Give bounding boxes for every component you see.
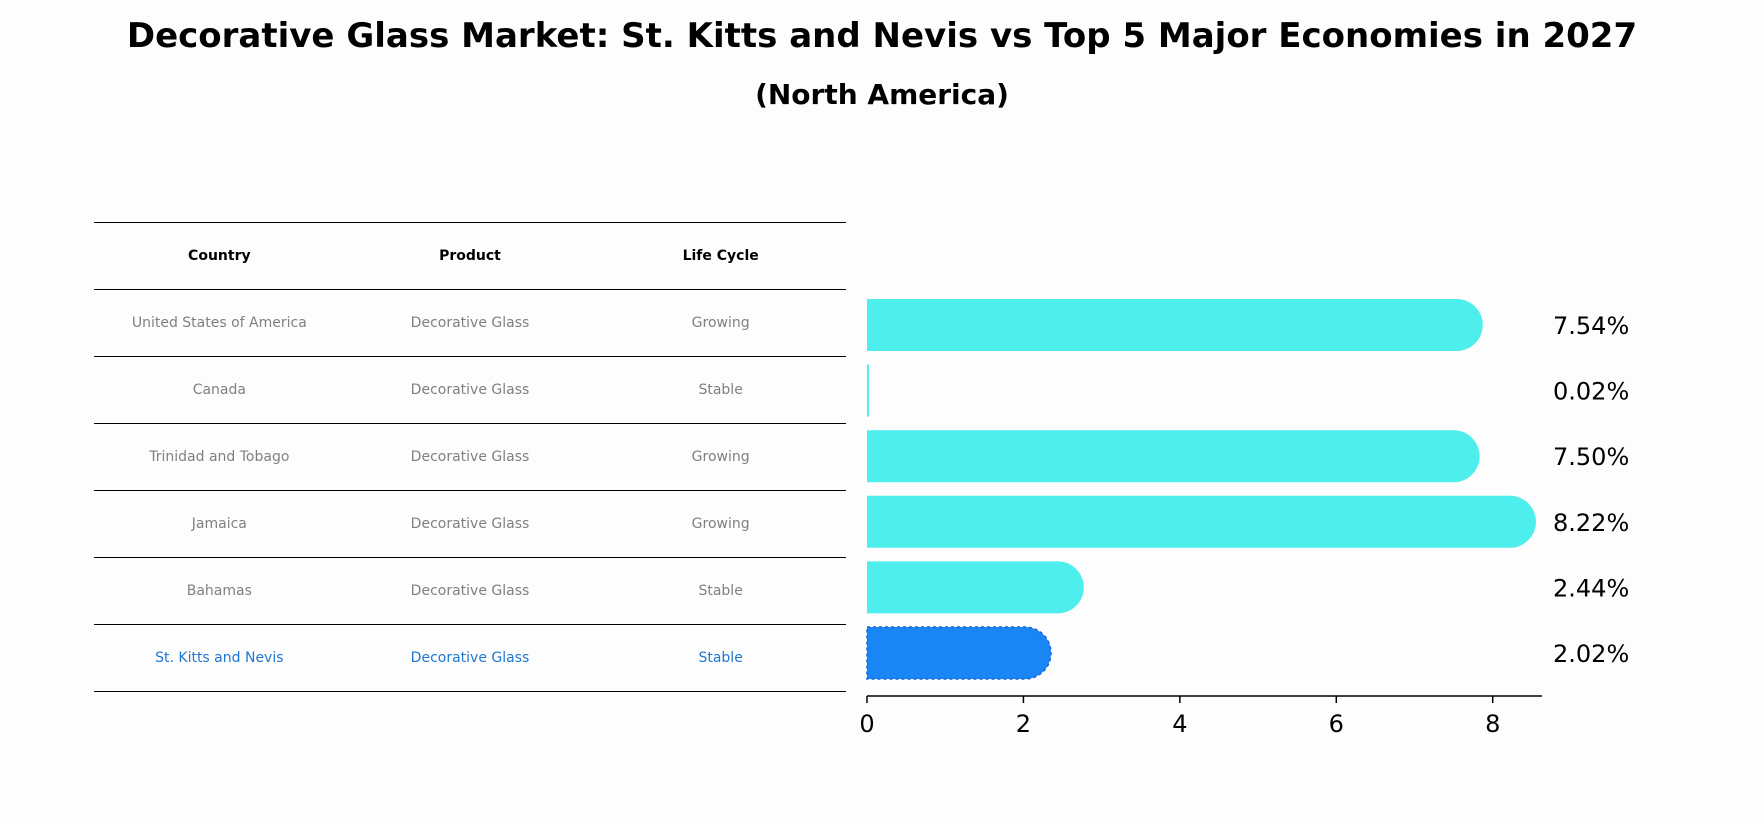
- cell-life-cycle: Stable: [595, 356, 846, 424]
- chart-title: Decorative Glass Market: St. Kitts and N…: [126, 16, 1638, 56]
- cell-country: Trinidad and Tobago: [94, 423, 345, 491]
- table-row-highlighted: St. Kitts and Nevis Decorative Glass Sta…: [94, 624, 846, 692]
- cell-life-cycle: Growing: [595, 423, 846, 491]
- bar-st-kitts-and-nevis: [866, 626, 1052, 680]
- cell-country: Canada: [94, 356, 345, 424]
- data-table: Country Product Life Cycle United States…: [94, 222, 846, 692]
- bar-value-label: 2.44%: [1553, 574, 1629, 602]
- table-header-row: Country Product Life Cycle: [94, 222, 846, 290]
- header-life-cycle: Life Cycle: [595, 222, 846, 290]
- bar-bahamas: [867, 561, 1084, 614]
- bar-value-label: 7.54%: [1553, 312, 1629, 340]
- cell-country: Jamaica: [94, 490, 345, 558]
- cell-product: Decorative Glass: [344, 490, 596, 558]
- cell-country: Bahamas: [94, 557, 345, 625]
- x-tick-label: 4: [1172, 710, 1187, 738]
- cell-life-cycle: Stable: [595, 557, 846, 625]
- cell-life-cycle: Growing: [595, 490, 846, 558]
- cell-life-cycle: Growing: [595, 289, 846, 357]
- cell-life-cycle: Stable: [595, 624, 846, 692]
- x-tick-label: 8: [1485, 710, 1500, 738]
- x-tick-label: 6: [1329, 710, 1344, 738]
- bar-trinidad-and-tobago: [867, 430, 1480, 483]
- header-product: Product: [344, 222, 596, 290]
- table-row: Bahamas Decorative Glass Stable: [94, 557, 846, 625]
- cell-product: Decorative Glass: [344, 356, 596, 424]
- cell-product: Decorative Glass: [344, 289, 596, 357]
- table-row: Trinidad and Tobago Decorative Glass Gro…: [94, 423, 846, 491]
- bar-canada: [867, 364, 869, 417]
- cell-country: St. Kitts and Nevis: [94, 624, 345, 692]
- cell-product: Decorative Glass: [344, 624, 596, 692]
- x-tick-label: 0: [859, 710, 874, 738]
- chart-subtitle: (North America): [755, 78, 1009, 111]
- table-row: Jamaica Decorative Glass Growing: [94, 490, 846, 558]
- x-tick-label: 2: [1016, 710, 1031, 738]
- cell-country: United States of America: [94, 289, 345, 357]
- bar-united-states-of-america: [867, 299, 1483, 351]
- bar-value-label: 2.02%: [1553, 640, 1629, 668]
- bar-value-label: 7.50%: [1553, 443, 1629, 471]
- bar-value-label: 8.22%: [1553, 509, 1629, 537]
- bar-jamaica: [867, 495, 1536, 548]
- table-row: United States of America Decorative Glas…: [94, 289, 846, 357]
- table-row: Canada Decorative Glass Stable: [94, 356, 846, 424]
- bar-value-label: 0.02%: [1553, 378, 1629, 406]
- header-country: Country: [94, 222, 345, 290]
